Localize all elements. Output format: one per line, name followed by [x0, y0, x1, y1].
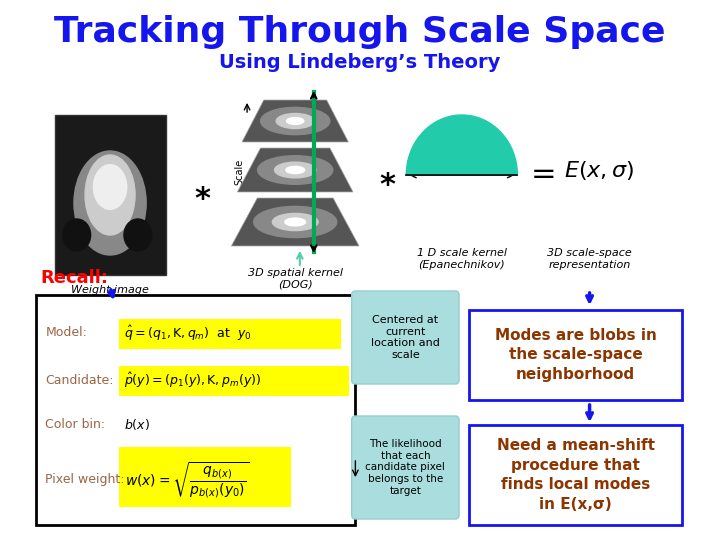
Text: $w(x)=\sqrt{\dfrac{q_{b(x)}}{p_{b(x)}(y_0)}}$: $w(x)=\sqrt{\dfrac{q_{b(x)}}{p_{b(x)}(y_… — [125, 460, 250, 500]
Polygon shape — [242, 100, 348, 142]
Text: 1 D scale kernel
(Epanechnikov): 1 D scale kernel (Epanechnikov) — [417, 248, 507, 269]
Text: Model:: Model: — [45, 327, 87, 340]
Text: Tracking Through Scale Space: Tracking Through Scale Space — [54, 15, 666, 49]
Text: $b(x)$: $b(x)$ — [124, 417, 150, 433]
Ellipse shape — [272, 213, 318, 231]
Ellipse shape — [63, 219, 91, 251]
FancyBboxPatch shape — [351, 416, 459, 519]
Bar — [469, 425, 682, 525]
Text: Centered at
current
location and
scale: Centered at current location and scale — [371, 315, 440, 360]
Ellipse shape — [276, 113, 314, 129]
Bar — [469, 310, 682, 400]
Text: Pixel weight:: Pixel weight: — [45, 474, 125, 487]
Text: Using Lindeberg’s Theory: Using Lindeberg’s Theory — [220, 52, 500, 71]
Ellipse shape — [253, 206, 337, 238]
Text: Color bin:: Color bin: — [45, 418, 105, 431]
Ellipse shape — [286, 166, 305, 173]
Polygon shape — [238, 148, 353, 192]
Text: Recall:: Recall: — [40, 269, 109, 287]
Text: The likelihood
that each
candidate pixel
belongs to the
target: The likelihood that each candidate pixel… — [366, 440, 445, 496]
Text: $\hat{q}=(q_1,$K$,q_m)$  at  $y_0$: $\hat{q}=(q_1,$K$,q_m)$ at $y_0$ — [124, 323, 251, 342]
Ellipse shape — [85, 155, 135, 235]
Ellipse shape — [261, 107, 330, 134]
Text: 3D spatial kernel
(DOG): 3D spatial kernel (DOG) — [248, 268, 343, 289]
Ellipse shape — [124, 219, 152, 251]
Text: Scale: Scale — [235, 159, 245, 185]
Polygon shape — [231, 198, 359, 246]
Text: Need a mean-shift
procedure that
finds local modes
in E(x,σ): Need a mean-shift procedure that finds l… — [497, 438, 654, 512]
Bar — [120, 447, 291, 507]
Bar — [120, 319, 341, 349]
Text: *: * — [379, 171, 396, 199]
Text: Candidate:: Candidate: — [45, 374, 114, 387]
Bar — [36, 295, 356, 525]
Ellipse shape — [287, 118, 304, 124]
Text: =: = — [531, 160, 556, 190]
Bar — [120, 366, 349, 396]
Text: Weight image: Weight image — [71, 285, 149, 295]
Ellipse shape — [74, 151, 146, 255]
Polygon shape — [344, 312, 356, 342]
FancyBboxPatch shape — [351, 291, 459, 384]
Ellipse shape — [285, 218, 305, 226]
Ellipse shape — [94, 165, 127, 210]
Text: Modes are blobs in
the scale-space
neighborhood: Modes are blobs in the scale-space neigh… — [495, 328, 657, 382]
Text: *: * — [194, 186, 211, 214]
Text: 3D scale-space
representation: 3D scale-space representation — [547, 248, 632, 269]
Text: $E\left(x,\sigma\right)$: $E\left(x,\sigma\right)$ — [564, 159, 634, 181]
Polygon shape — [406, 115, 518, 175]
Ellipse shape — [274, 162, 316, 178]
Ellipse shape — [258, 156, 333, 184]
Bar — [55, 115, 166, 275]
Text: $\hat{p}(y)=(p_1(y),$K$,p_m(y))$: $\hat{p}(y)=(p_1(y),$K$,p_m(y))$ — [124, 370, 261, 389]
